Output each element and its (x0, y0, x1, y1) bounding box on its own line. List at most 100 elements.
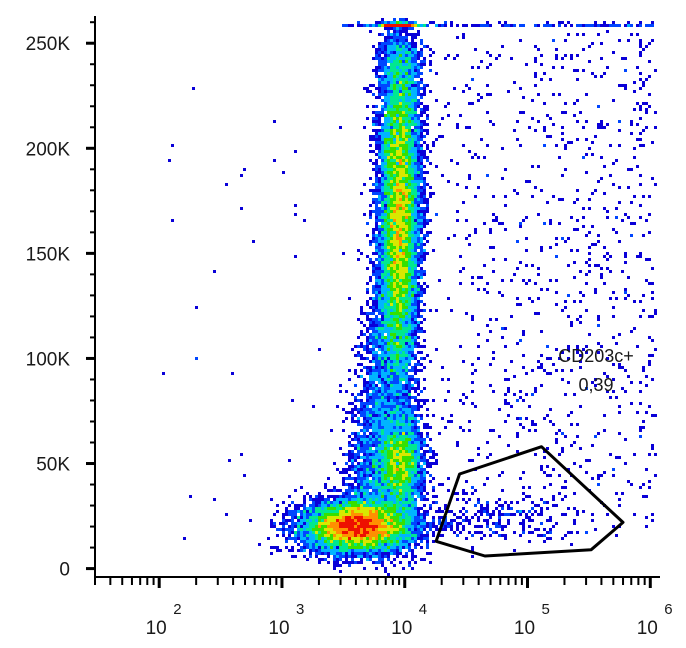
density-dot (375, 201, 378, 204)
density-dot (426, 423, 429, 426)
density-dot (366, 489, 369, 492)
density-dot (390, 264, 393, 267)
density-dot (408, 459, 411, 462)
density-dot (456, 123, 459, 126)
density-dot (567, 357, 570, 360)
density-dot (360, 363, 363, 366)
density-dot (387, 459, 390, 462)
density-dot (561, 513, 564, 516)
density-dot (399, 276, 402, 279)
density-dot (354, 459, 357, 462)
density-dot (387, 420, 390, 423)
density-dot (417, 303, 420, 306)
density-dot (462, 492, 465, 495)
density-dot (375, 399, 378, 402)
density-dot (417, 480, 420, 483)
density-dot (429, 456, 432, 459)
density-dot (423, 402, 426, 405)
density-dot (468, 459, 471, 462)
density-dot (456, 54, 459, 57)
density-dot (369, 213, 372, 216)
density-dot (396, 303, 399, 306)
density-dot (402, 315, 405, 318)
density-dot (417, 123, 420, 126)
density-dot (381, 531, 384, 534)
density-dot (420, 159, 423, 162)
density-dot (318, 549, 321, 552)
density-dot (402, 21, 405, 24)
density-dot (378, 480, 381, 483)
density-dot (369, 525, 372, 528)
density-dot (609, 453, 612, 456)
density-dot (396, 75, 399, 78)
density-dot (390, 297, 393, 300)
density-dot (405, 543, 408, 546)
density-dot (402, 465, 405, 468)
density-dot (387, 129, 390, 132)
density-dot (348, 495, 351, 498)
density-dot (648, 231, 651, 234)
density-dot (381, 432, 384, 435)
density-dot (597, 342, 600, 345)
density-dot (408, 333, 411, 336)
density-dot (390, 261, 393, 264)
density-dot (384, 207, 387, 210)
density-dot (408, 432, 411, 435)
density-dot (378, 399, 381, 402)
density-dot (597, 474, 600, 477)
density-dot (417, 198, 420, 201)
density-dot (303, 501, 306, 504)
density-dot (423, 198, 426, 201)
density-dot (555, 438, 558, 441)
density-dot (408, 162, 411, 165)
density-dot (456, 183, 459, 186)
density-dot (384, 291, 387, 294)
density-dot (381, 408, 384, 411)
density-dot (303, 522, 306, 525)
density-dot (642, 48, 645, 51)
density-dot (315, 516, 318, 519)
density-dot (642, 102, 645, 105)
density-dot (654, 111, 657, 114)
density-dot (300, 504, 303, 507)
density-dot (408, 237, 411, 240)
density-dot (384, 567, 387, 570)
density-dot (402, 168, 405, 171)
density-dot (369, 150, 372, 153)
density-dot (468, 150, 471, 153)
density-dot (414, 273, 417, 276)
density-dot (375, 462, 378, 465)
density-dot (498, 525, 501, 528)
density-dot (390, 372, 393, 375)
density-dot (387, 465, 390, 468)
density-dot (336, 552, 339, 555)
density-dot (423, 225, 426, 228)
density-dot (414, 465, 417, 468)
density-dot (405, 492, 408, 495)
density-dot (309, 495, 312, 498)
density-dot (411, 468, 414, 471)
density-dot (492, 195, 495, 198)
density-dot (393, 258, 396, 261)
density-dot (366, 474, 369, 477)
density-dot (426, 24, 429, 27)
density-dot (267, 537, 270, 540)
density-dot (357, 447, 360, 450)
density-dot (396, 273, 399, 276)
density-dot (399, 300, 402, 303)
density-dot (390, 258, 393, 261)
density-dot (414, 153, 417, 156)
density-dot (405, 444, 408, 447)
density-dot (405, 99, 408, 102)
density-dot (381, 558, 384, 561)
density-dot (378, 300, 381, 303)
density-dot (378, 396, 381, 399)
density-dot (636, 255, 639, 258)
density-dot (534, 390, 537, 393)
density-dot (339, 528, 342, 531)
density-dot (594, 135, 597, 138)
density-dot (375, 21, 378, 24)
density-dot (417, 336, 420, 339)
density-dot (381, 93, 384, 96)
density-dot (420, 483, 423, 486)
